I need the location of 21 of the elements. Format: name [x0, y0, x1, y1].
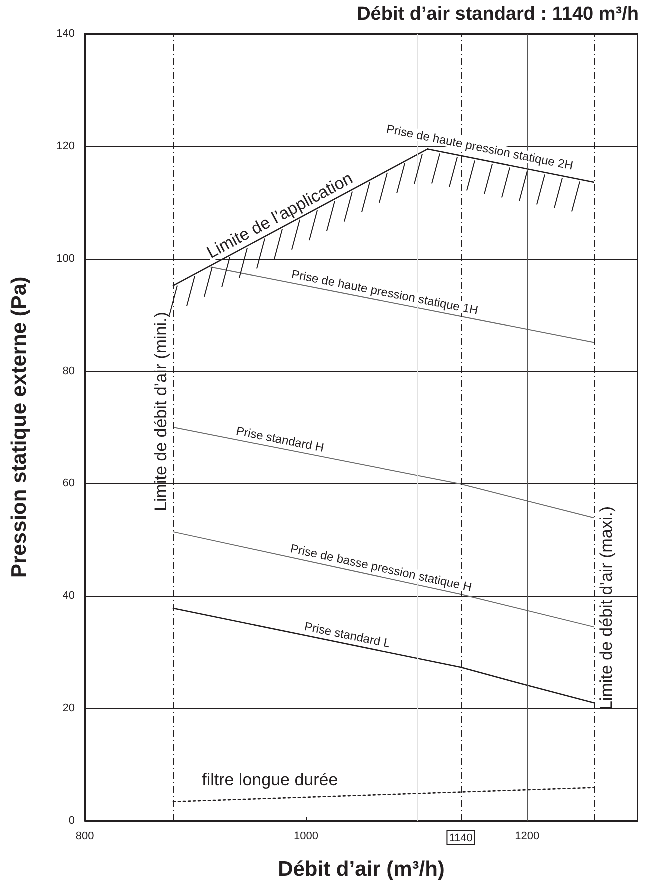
text: Prise standard H — [235, 424, 326, 455]
y-tick-label: 140 — [56, 28, 75, 40]
x-tick-label: 800 — [76, 830, 94, 842]
text: Prise standard L — [303, 619, 392, 651]
y-tick-label: 20 — [62, 702, 75, 715]
y-tick-label: 60 — [62, 478, 75, 490]
text: Prise de haute pression statique 1H — [290, 267, 480, 318]
series-label: filtre longue durée — [202, 770, 338, 790]
y-axis-title: Pression statique externe (Pa) — [8, 276, 31, 578]
y-tick-label: 120 — [56, 140, 75, 152]
text: Prise de haute pression statique 2H — [385, 122, 575, 173]
x-tick-label: 1000 — [294, 830, 318, 842]
text: Prise de basse pression statique H — [289, 541, 474, 594]
y-tick-label: 40 — [62, 590, 75, 602]
x-axis-title: Débit d’air (m³/h) — [278, 858, 445, 881]
y-tick-label: 0 — [68, 815, 75, 827]
x-tick-label: 1200 — [515, 830, 540, 842]
x-tick-label: 1140 — [449, 832, 473, 844]
chart-title: Débit d’air standard : 1140 m³/h — [357, 4, 640, 25]
y-tick-label: 100 — [56, 252, 75, 265]
y-tick-label: 80 — [62, 365, 75, 378]
